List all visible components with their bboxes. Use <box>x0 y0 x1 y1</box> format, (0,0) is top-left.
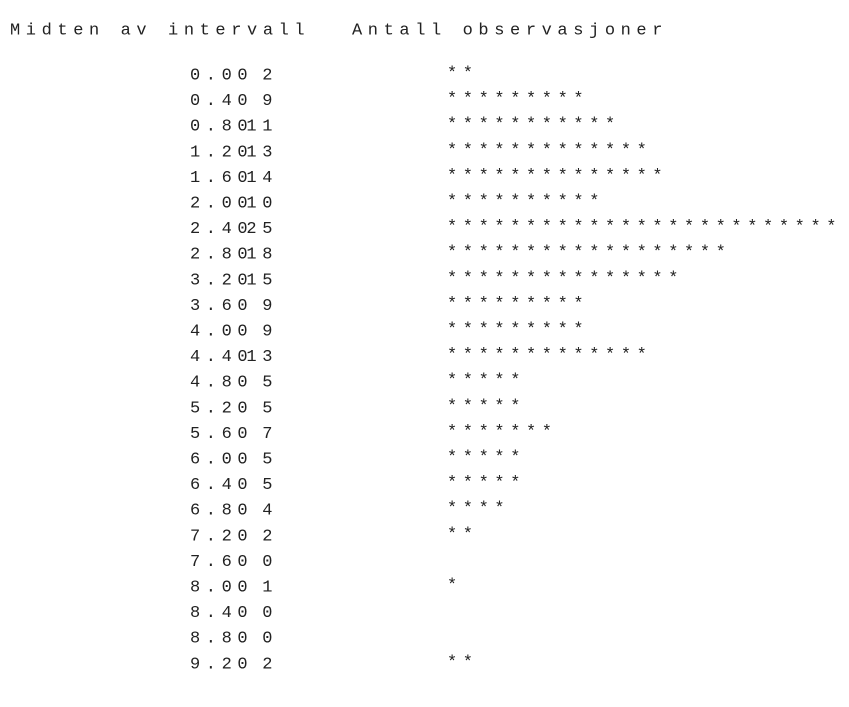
midpoint: 1.60 <box>190 169 253 188</box>
count: 2 <box>262 527 278 546</box>
count: 2 <box>262 655 278 674</box>
star-bar: *************** <box>447 269 684 288</box>
count: 14 <box>246 169 278 188</box>
star-bar: ***** <box>447 448 526 467</box>
star-bar: **** <box>447 500 510 519</box>
count: 25 <box>246 220 278 239</box>
star-bar: ************** <box>447 167 668 186</box>
count: 5 <box>262 450 278 469</box>
star-bar: ** <box>447 653 479 672</box>
star-bar: ********** <box>447 192 605 211</box>
midpoint-header: Midten av intervall <box>10 21 310 40</box>
midpoint: 2.80 <box>190 246 253 265</box>
count-header: Antall observasjoner <box>352 21 668 40</box>
midpoint: 2.40 <box>190 220 253 239</box>
star-bar: *********** <box>447 116 621 135</box>
midpoint: 5.20 <box>190 399 253 418</box>
midpoint: 0.40 <box>190 92 253 111</box>
midpoint: 3.20 <box>190 271 253 290</box>
midpoint: 4.00 <box>190 322 253 341</box>
midpoint: 7.20 <box>190 527 253 546</box>
count: 18 <box>246 246 278 265</box>
midpoint: 1.20 <box>190 143 253 162</box>
star-bar: ********* <box>447 90 589 109</box>
count: 0 <box>262 630 278 649</box>
midpoint: 7.60 <box>190 553 253 572</box>
count: 5 <box>262 476 278 495</box>
star-bar: ***** <box>447 474 526 493</box>
midpoint: 0.00 <box>190 66 253 85</box>
star-bar: ********* <box>447 295 589 314</box>
count: 1 <box>262 578 278 597</box>
midpoint: 6.40 <box>190 476 253 495</box>
midpoint: 2.00 <box>190 194 253 213</box>
star-bar: ** <box>447 64 479 83</box>
count: 9 <box>262 322 278 341</box>
star-bar: ********* <box>447 320 589 339</box>
count: 4 <box>262 502 278 521</box>
midpoint: 8.80 <box>190 630 253 649</box>
count: 0 <box>262 553 278 572</box>
midpoint: 5.60 <box>190 425 253 444</box>
count: 11 <box>246 118 278 137</box>
star-bar: ***** <box>447 372 526 391</box>
midpoint: 4.40 <box>190 348 253 367</box>
star-bar: ***** <box>447 397 526 416</box>
star-bar: ** <box>447 525 479 544</box>
count: 2 <box>262 66 278 85</box>
count: 5 <box>262 399 278 418</box>
star-bar: ************* <box>447 141 652 160</box>
count: 10 <box>246 194 278 213</box>
midpoint: 6.80 <box>190 502 253 521</box>
star-bar: * <box>447 576 463 595</box>
count: 7 <box>262 425 278 444</box>
count: 13 <box>246 143 278 162</box>
midpoint: 6.00 <box>190 450 253 469</box>
star-bar: ************* <box>447 346 652 365</box>
midpoint: 8.00 <box>190 578 253 597</box>
midpoint: 4.80 <box>190 374 253 393</box>
count: 5 <box>262 374 278 393</box>
count: 0 <box>262 604 278 623</box>
midpoint: 0.80 <box>190 118 253 137</box>
count: 15 <box>246 271 278 290</box>
star-bar: ******* <box>447 423 558 442</box>
midpoint: 8.40 <box>190 604 253 623</box>
star-bar: ************************* <box>447 218 842 237</box>
midpoint: 3.60 <box>190 297 253 316</box>
midpoint: 9.20 <box>190 655 253 674</box>
count: 13 <box>246 348 278 367</box>
count: 9 <box>262 297 278 316</box>
star-bar: ****************** <box>447 244 731 263</box>
count: 9 <box>262 92 278 111</box>
